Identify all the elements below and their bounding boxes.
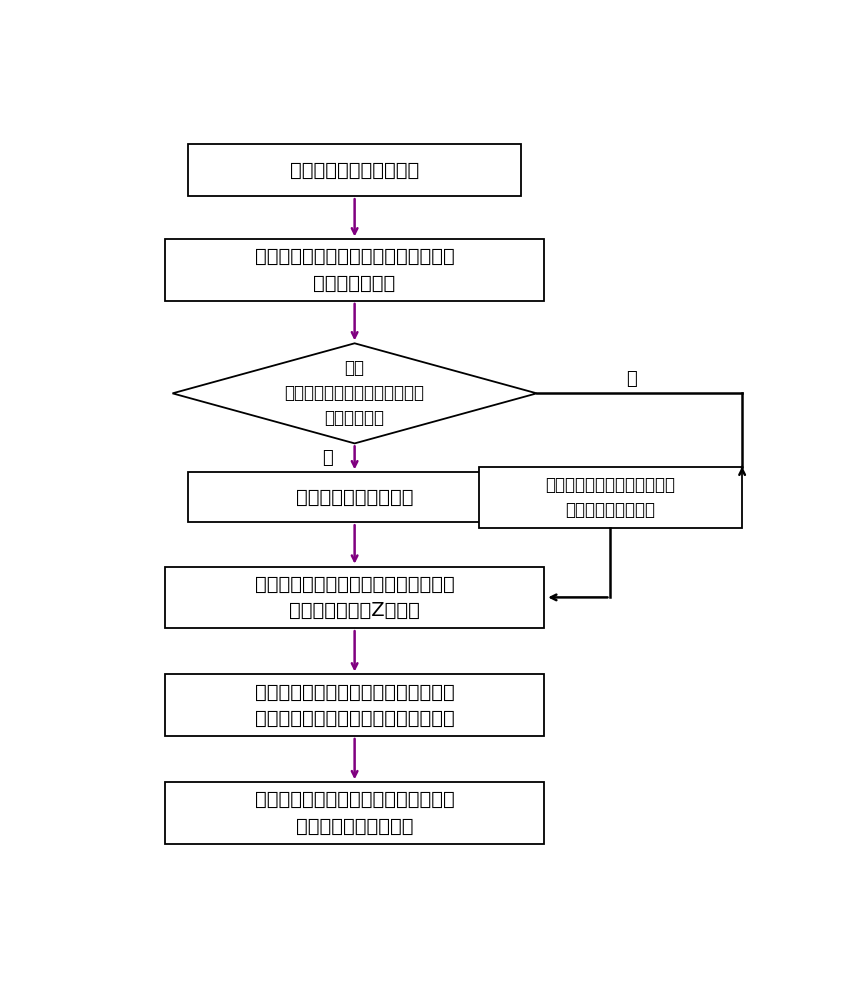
- Text: 红外线发射器发射红外线: 红外线发射器发射红外线: [290, 161, 419, 180]
- Text: 机器人转头向反方向寻找差值
逐渐减小的方向前进: 机器人转头向反方向寻找差值 逐渐减小的方向前进: [544, 476, 675, 519]
- Bar: [164, 567, 544, 628]
- Text: 机器人扫描到条形码信息时，调整机器
人角度和距离使之正对充电站插座位置: 机器人扫描到条形码信息时，调整机器 人角度和距离使之正对充电站插座位置: [255, 682, 454, 728]
- Bar: [187, 472, 521, 522]
- Bar: [164, 239, 544, 301]
- Text: 机器人接收充电站区域的编码信息，根
据编码信息进行Z字行走: 机器人接收充电站区域的编码信息，根 据编码信息进行Z字行走: [255, 575, 454, 620]
- Text: 沿着当前方向继续行走: 沿着当前方向继续行走: [296, 488, 413, 507]
- Bar: [187, 144, 521, 196]
- Text: 判断
当前的坐标与充电站坐标的差值
是否逐渐增大: 判断 当前的坐标与充电站坐标的差值 是否逐渐增大: [285, 359, 424, 427]
- Text: 否: 否: [625, 370, 636, 388]
- Text: 是: 是: [322, 449, 332, 467]
- Polygon shape: [172, 343, 536, 443]
- Text: 安装于机器人本体四周的远红外接收器
接收所述红外线: 安装于机器人本体四周的远红外接收器 接收所述红外线: [255, 247, 454, 293]
- Text: 机器人的充电插头插入充电站插座中实
现对所述机器人的充电: 机器人的充电插头插入充电站插座中实 现对所述机器人的充电: [255, 790, 454, 836]
- Bar: [478, 466, 741, 528]
- Bar: [164, 782, 544, 844]
- Bar: [164, 674, 544, 736]
